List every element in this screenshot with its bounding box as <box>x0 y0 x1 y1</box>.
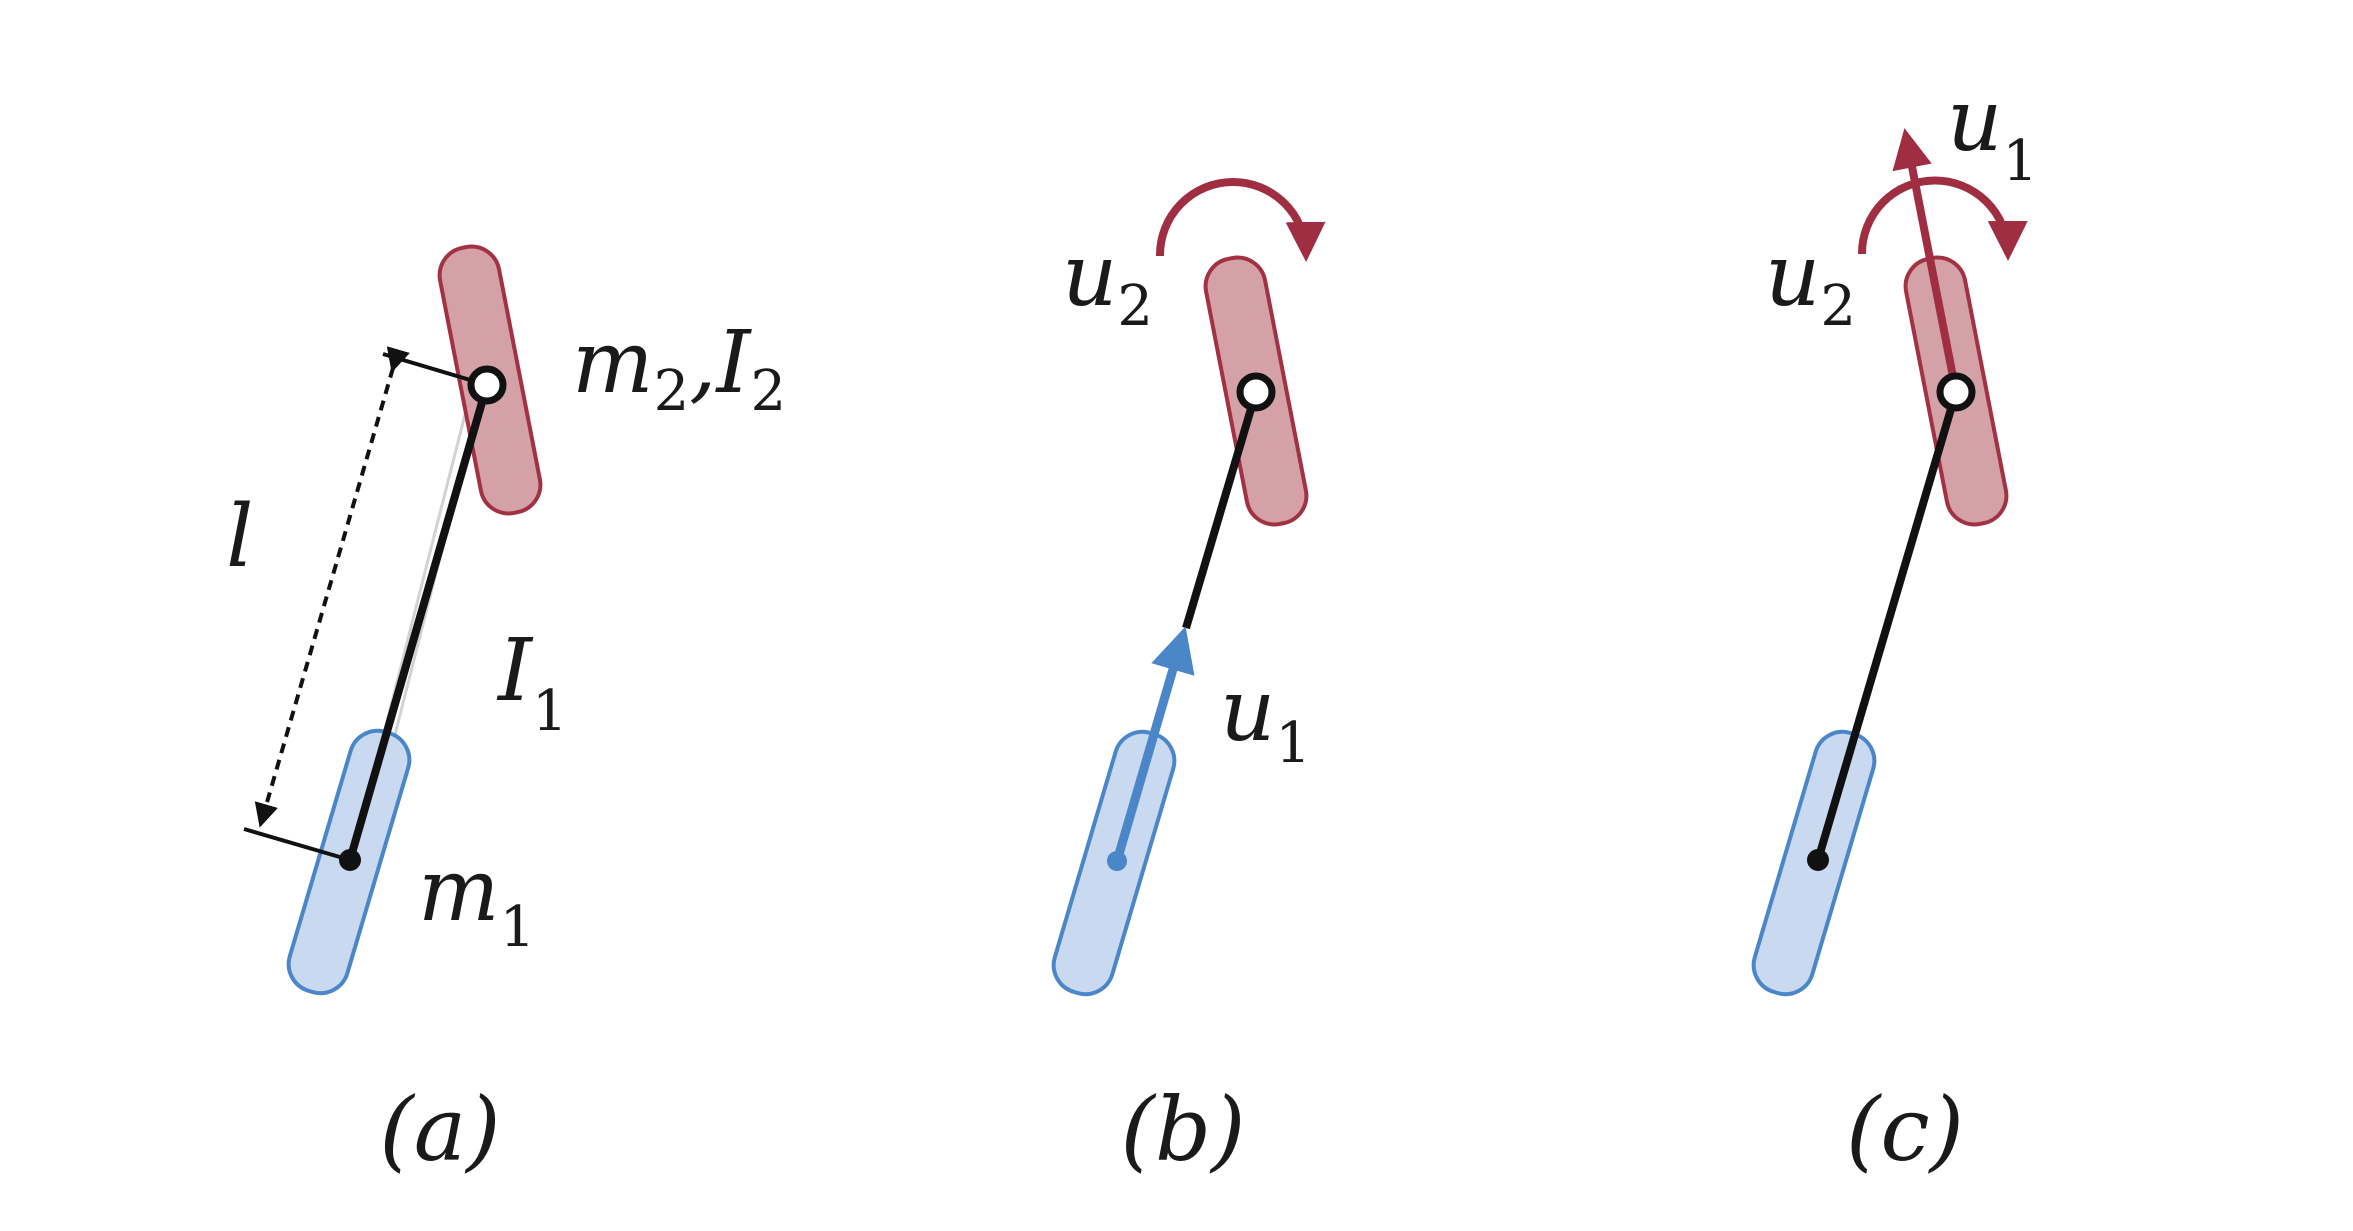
dim-tick-bottom <box>243 827 351 862</box>
joint-m1 <box>1807 849 1829 871</box>
label-m2-I2: m2,I2 <box>572 313 786 424</box>
joint-m1 <box>339 849 361 871</box>
joint-m2 <box>1236 372 1276 412</box>
label-l: l <box>226 487 254 587</box>
thrust-arrow-u1 <box>1112 626 1195 863</box>
label-u2: u2 <box>1765 226 1856 339</box>
joint-m2 <box>467 365 507 405</box>
label-u1: u1 <box>1220 661 1311 776</box>
link-rod <box>1182 390 1260 630</box>
joint-m2 <box>1936 372 1976 412</box>
caption-a: (a) <box>379 1078 500 1181</box>
label-m1: m1 <box>418 841 535 960</box>
torque-arrow-u2 <box>1857 176 2028 261</box>
joint-m1 <box>1107 851 1127 871</box>
panel-c: u1 u2 (c) <box>1751 71 2038 1181</box>
panel-a: m2,I2 l I1 m1 (a) <box>226 244 786 1181</box>
length-dimension-arrow <box>254 346 410 828</box>
thrust-arrow-u1 <box>1892 128 1960 393</box>
label-I1: I1 <box>496 621 568 744</box>
label-u2: u2 <box>1062 226 1153 339</box>
caption-c: (c) <box>1846 1078 1964 1181</box>
label-u1: u1 <box>1947 71 2038 194</box>
link-rod <box>1814 390 1960 862</box>
torque-arrow-u2 <box>1155 178 1326 262</box>
caption-b: (b) <box>1121 1078 1246 1181</box>
link-rod <box>346 383 491 862</box>
panel-b: u2 u1 (b) <box>1051 178 1326 1181</box>
